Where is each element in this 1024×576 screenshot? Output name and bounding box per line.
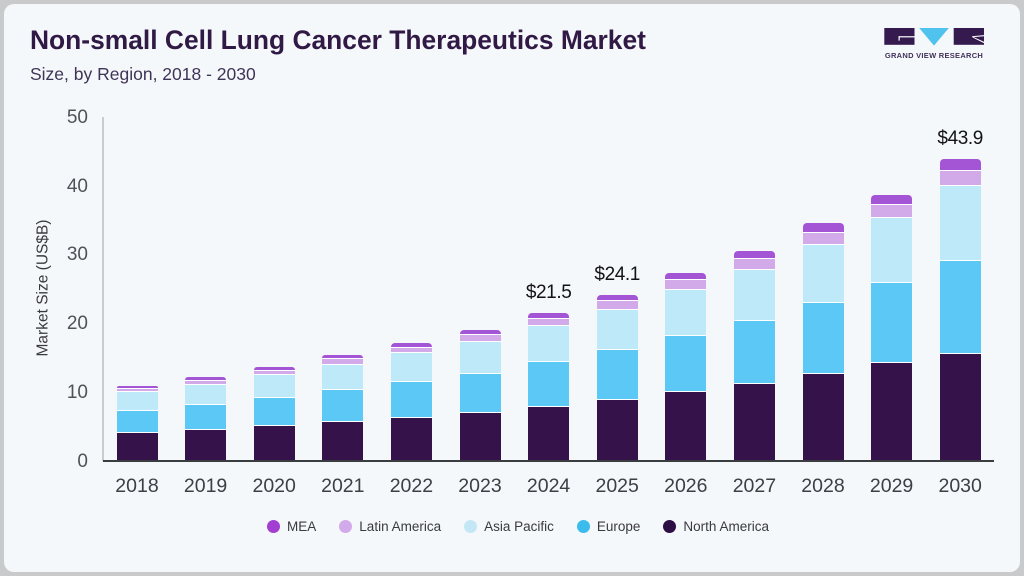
svg-text:GRAND VIEW RESEARCH: GRAND VIEW RESEARCH: [885, 51, 983, 60]
